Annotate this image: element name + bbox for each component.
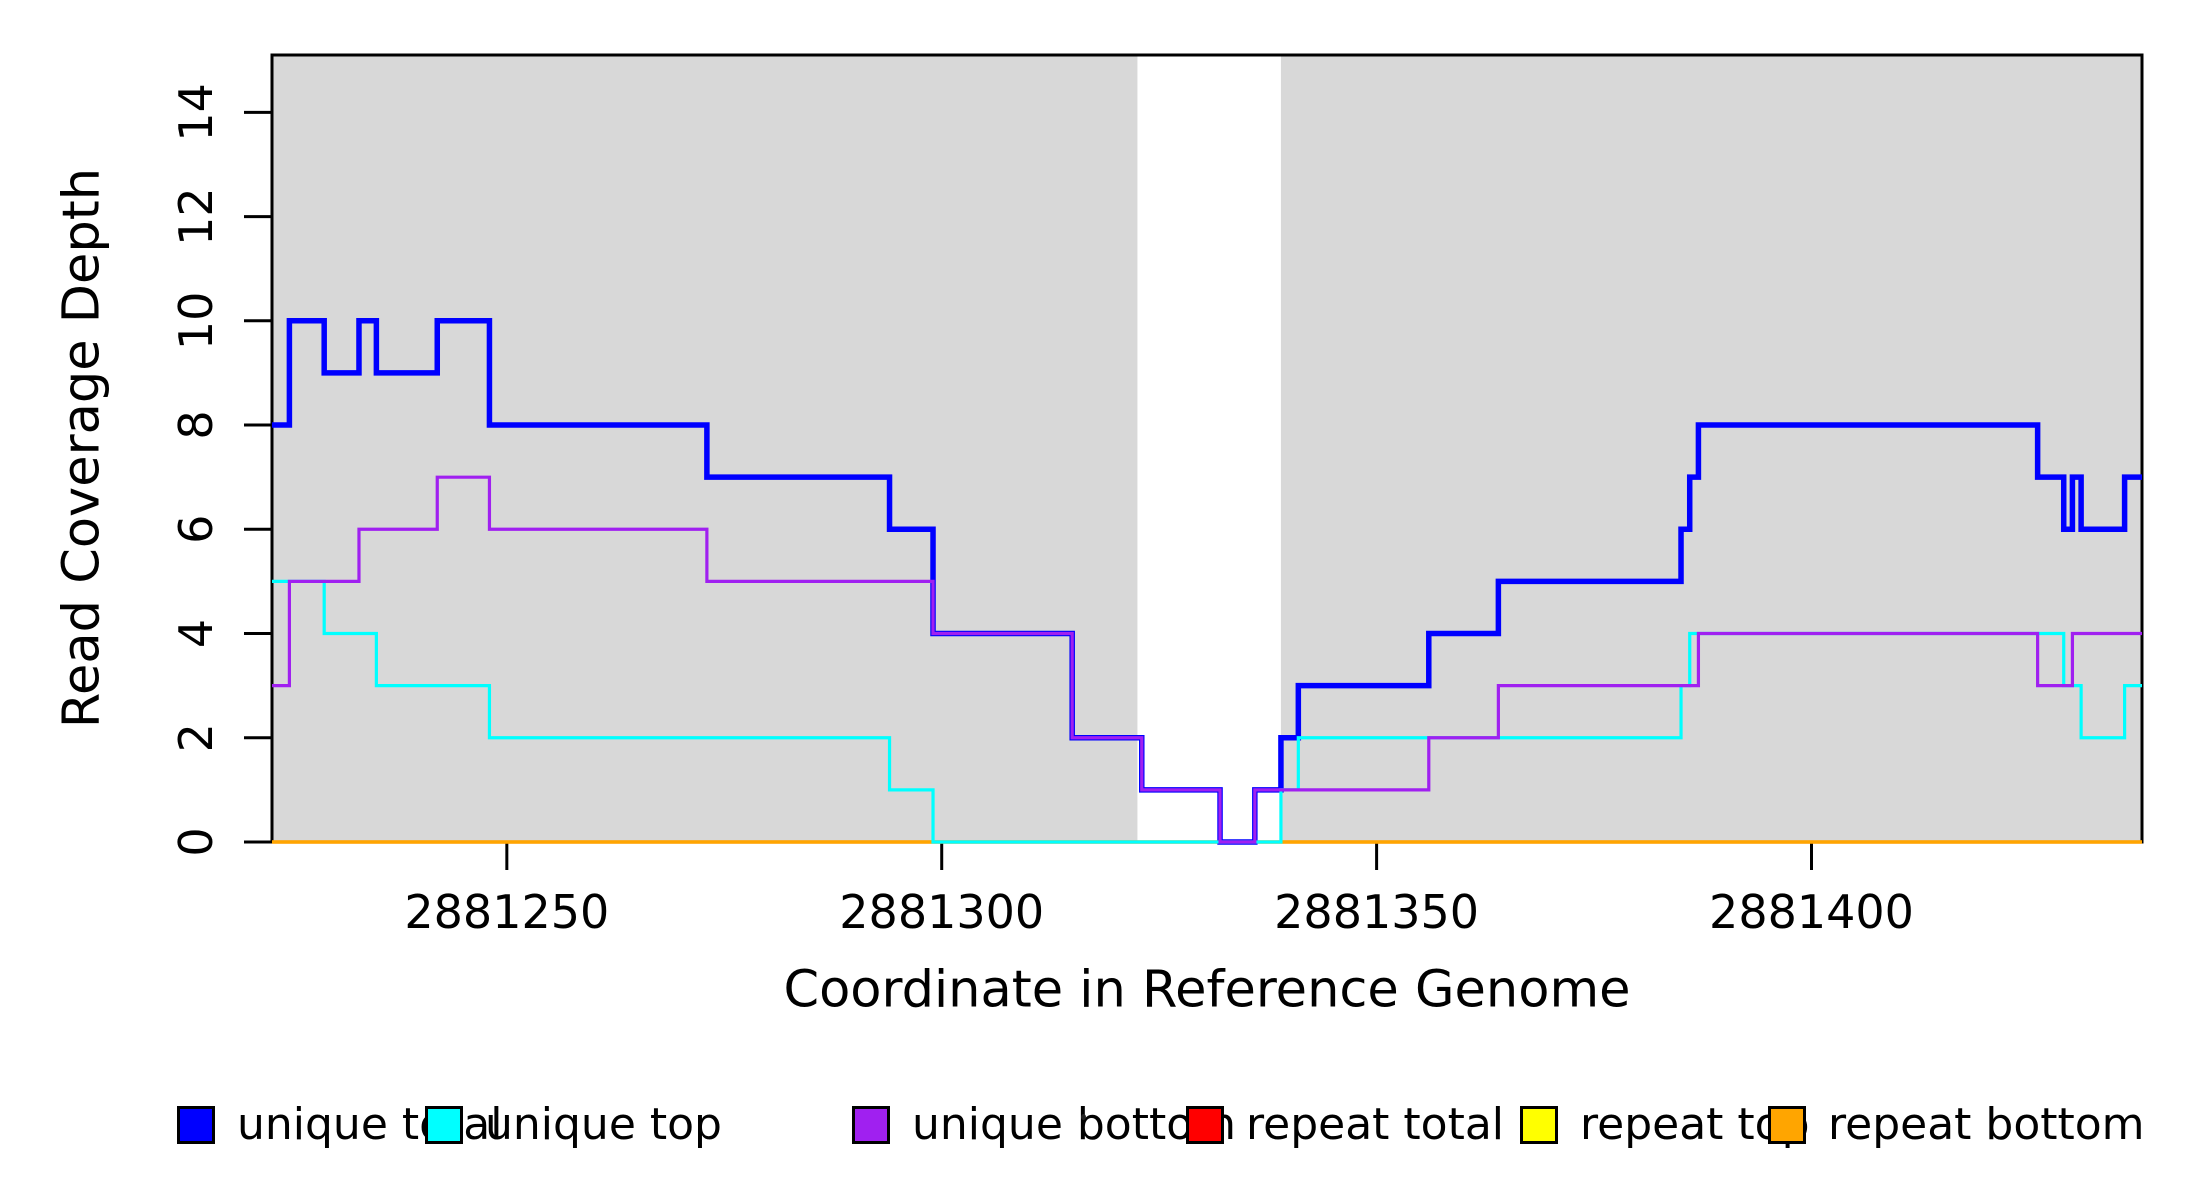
legend-label-unique-top: unique top [485,1099,722,1150]
y-tick-label: 4 [169,619,223,648]
y-tick-label: 14 [169,83,223,142]
legend-swatch-repeat-bottom [1768,1106,1806,1144]
shaded-region [1280,55,2142,842]
legend-item-repeat-total: repeat total [1186,1103,1504,1147]
y-tick-label: 0 [169,827,223,856]
y-tick-label: 10 [169,292,223,351]
series-unique-bottom [272,475,2142,844]
stray-dot [1081,1114,1086,1120]
legend-item-repeat-bottom: repeat bottom [1768,1103,2145,1147]
legend-item-unique-bottom: unique bottom [852,1103,1236,1147]
y-tick-label: 6 [169,515,223,544]
legend-swatch-repeat-top [1520,1106,1558,1144]
legend-swatch-unique-bottom [852,1106,890,1144]
legend-label-unique-bottom: unique bottom [912,1099,1237,1150]
legend-item-unique-top: unique top [425,1103,722,1147]
legend-label-repeat-total: repeat total [1246,1099,1505,1150]
legend-label-repeat-bottom: repeat bottom [1828,1099,2145,1150]
x-tick-label: 2881300 [839,885,1044,939]
y-tick-label: 8 [169,410,223,439]
y-axis-title: Read Coverage Depth [52,167,112,729]
legend-swatch-repeat-total [1186,1106,1224,1144]
legend-swatch-unique-top [425,1106,463,1144]
x-axis-title: Coordinate in Reference Genome [783,960,1631,1020]
legend-swatch-unique-total [177,1106,215,1144]
x-tick-label: 2881250 [404,885,609,939]
x-tick-label: 2881350 [1274,885,1479,939]
legend-item-repeat-top: repeat top [1520,1103,1810,1147]
y-tick-label: 12 [169,187,223,246]
x-tick-label: 2881400 [1709,885,1914,939]
y-tick-label: 2 [169,723,223,752]
